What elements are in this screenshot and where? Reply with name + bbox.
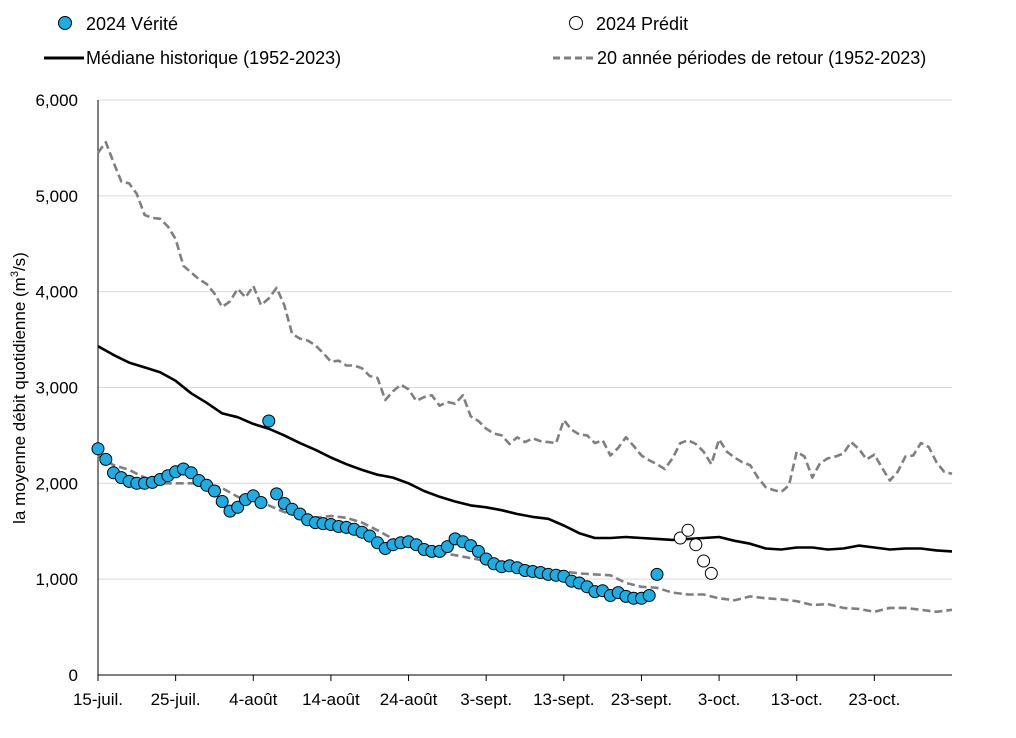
x-tick-label: 23-sept.: [611, 690, 672, 709]
x-tick-label: 25-juil.: [151, 690, 201, 709]
point-verite: [270, 487, 284, 501]
point-verite: [262, 414, 276, 428]
series-line-median: [97, 345, 953, 553]
point-predit: [704, 566, 718, 580]
point-verite: [254, 496, 268, 509]
x-tick-label: 4-août: [229, 690, 277, 709]
y-tick-label: 6,000: [35, 91, 78, 110]
axes: [97, 100, 952, 681]
data-series: [91, 140, 953, 614]
legend: 2024 Vérité 2024 Prédit Médiane historiq…: [44, 14, 926, 68]
point-verite: [184, 466, 198, 480]
legend-item-predit: 2024 Prédit: [569, 14, 688, 34]
x-tick-label: 23-oct.: [848, 690, 900, 709]
series-line-return-period-upper: [96, 140, 953, 494]
point-verite: [440, 540, 454, 554]
y-tick-labels: 0 1,000 2,000 3,000 4,000 5,000 6,000: [35, 91, 78, 685]
legend-item-verite: 2024 Vérité: [58, 14, 178, 34]
x-tick-label: 3-sept.: [460, 690, 512, 709]
x-tick-label: 13-sept.: [533, 690, 594, 709]
x-tick-label: 14-août: [302, 690, 360, 709]
point-predit: [673, 531, 687, 545]
y-tick-label: 3,000: [35, 379, 78, 398]
y-tick-label: 4,000: [35, 283, 78, 302]
x-tick-label: 15-juil.: [73, 690, 123, 709]
legend-label-verite: 2024 Vérité: [86, 14, 178, 34]
legend-marker-verite: [58, 16, 72, 30]
series-line-return-period-lower: [97, 454, 953, 614]
point-verite: [99, 452, 113, 466]
x-tick-labels: 15-juil. 25-juil. 4-août 14-août 24-août 3-se…: [73, 690, 900, 709]
point-verite: [642, 589, 656, 602]
point-verite: [650, 567, 664, 581]
x-tick-label: 13-oct.: [771, 690, 823, 709]
legend-label-predit: 2024 Prédit: [596, 14, 688, 34]
legend-item-mediane: Médiane historique (1952-2023): [44, 48, 341, 68]
point-verite: [231, 500, 245, 514]
y-axis-title-main: la moyenne débit quotidienne (m: [10, 277, 29, 524]
point-verite: [215, 495, 229, 508]
y-axis-title-end: /s): [10, 252, 29, 271]
legend-marker-predit: [569, 16, 583, 30]
legend-item-retour: 20 année périodes de retour (1952-2023): [553, 48, 926, 68]
y-tick-label: 2,000: [35, 474, 78, 493]
y-tick-label: 5,000: [35, 187, 78, 206]
legend-label-mediane: Médiane historique (1952-2023): [86, 48, 341, 68]
y-axis-title: la moyenne débit quotidienne (m3/s): [9, 252, 29, 524]
point-verite: [208, 484, 221, 498]
x-tick-label: 3-oct.: [698, 690, 741, 709]
point-predit: [689, 538, 703, 552]
x-tick-label: 24-août: [380, 690, 438, 709]
y-tick-label: 1,000: [35, 570, 78, 589]
point-verite: [471, 544, 485, 558]
y-tick-label: 0: [69, 666, 78, 685]
point-verite: [91, 442, 105, 456]
point-predit: [697, 554, 711, 568]
y-axis-title-superscript: 3: [9, 271, 21, 277]
legend-label-retour: 20 année périodes de retour (1952-2023): [597, 48, 926, 68]
point-predit: [681, 523, 695, 537]
